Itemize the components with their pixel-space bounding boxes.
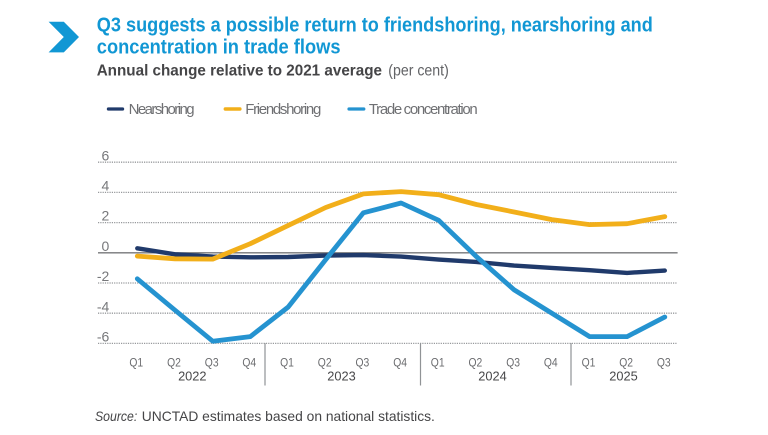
svg-text:Q1: Q1 xyxy=(280,355,294,369)
svg-text:Q3: Q3 xyxy=(506,355,520,369)
svg-text:Q2: Q2 xyxy=(469,355,483,369)
svg-text:Q2: Q2 xyxy=(167,355,181,369)
svg-text:6: 6 xyxy=(102,147,110,163)
svg-text:Q3 suggests a possible return: Q3 suggests a possible return to friends… xyxy=(97,13,653,36)
svg-text:2022: 2022 xyxy=(178,369,206,384)
svg-text:(per cent): (per cent) xyxy=(388,63,449,80)
svg-text:2024: 2024 xyxy=(478,369,506,384)
svg-text:2025: 2025 xyxy=(609,369,637,384)
svg-text:-4: -4 xyxy=(97,298,110,314)
svg-text:Q4: Q4 xyxy=(544,355,558,369)
svg-text:Q2: Q2 xyxy=(619,355,633,369)
svg-text:Nearshoring: Nearshoring xyxy=(129,101,195,118)
svg-text:Q1: Q1 xyxy=(129,355,143,369)
svg-text:Annual change relative to 2021: Annual change relative to 2021 average xyxy=(97,63,382,80)
svg-text:0: 0 xyxy=(102,238,110,254)
svg-text:UNCTAD estimates based on nati: UNCTAD estimates based on national stati… xyxy=(142,408,435,424)
svg-text:2023: 2023 xyxy=(327,369,355,384)
svg-text:Q3: Q3 xyxy=(205,355,219,369)
svg-text:Q1: Q1 xyxy=(431,355,445,369)
svg-text:2: 2 xyxy=(102,208,110,224)
svg-text:Friendshoring: Friendshoring xyxy=(245,101,321,118)
svg-text:-2: -2 xyxy=(97,268,110,284)
svg-text:Source:: Source: xyxy=(95,408,137,424)
svg-text:4: 4 xyxy=(102,178,110,194)
svg-text:Q3: Q3 xyxy=(356,355,370,369)
svg-text:Q4: Q4 xyxy=(393,355,407,369)
svg-text:Q3: Q3 xyxy=(657,355,671,369)
svg-text:Q1: Q1 xyxy=(582,355,596,369)
svg-text:Q2: Q2 xyxy=(318,355,332,369)
svg-text:concentration in trade flows: concentration in trade flows xyxy=(97,36,341,59)
svg-text:Trade concentration: Trade concentration xyxy=(369,101,478,118)
svg-text:Q4: Q4 xyxy=(242,355,256,369)
svg-text:-6: -6 xyxy=(97,329,110,345)
